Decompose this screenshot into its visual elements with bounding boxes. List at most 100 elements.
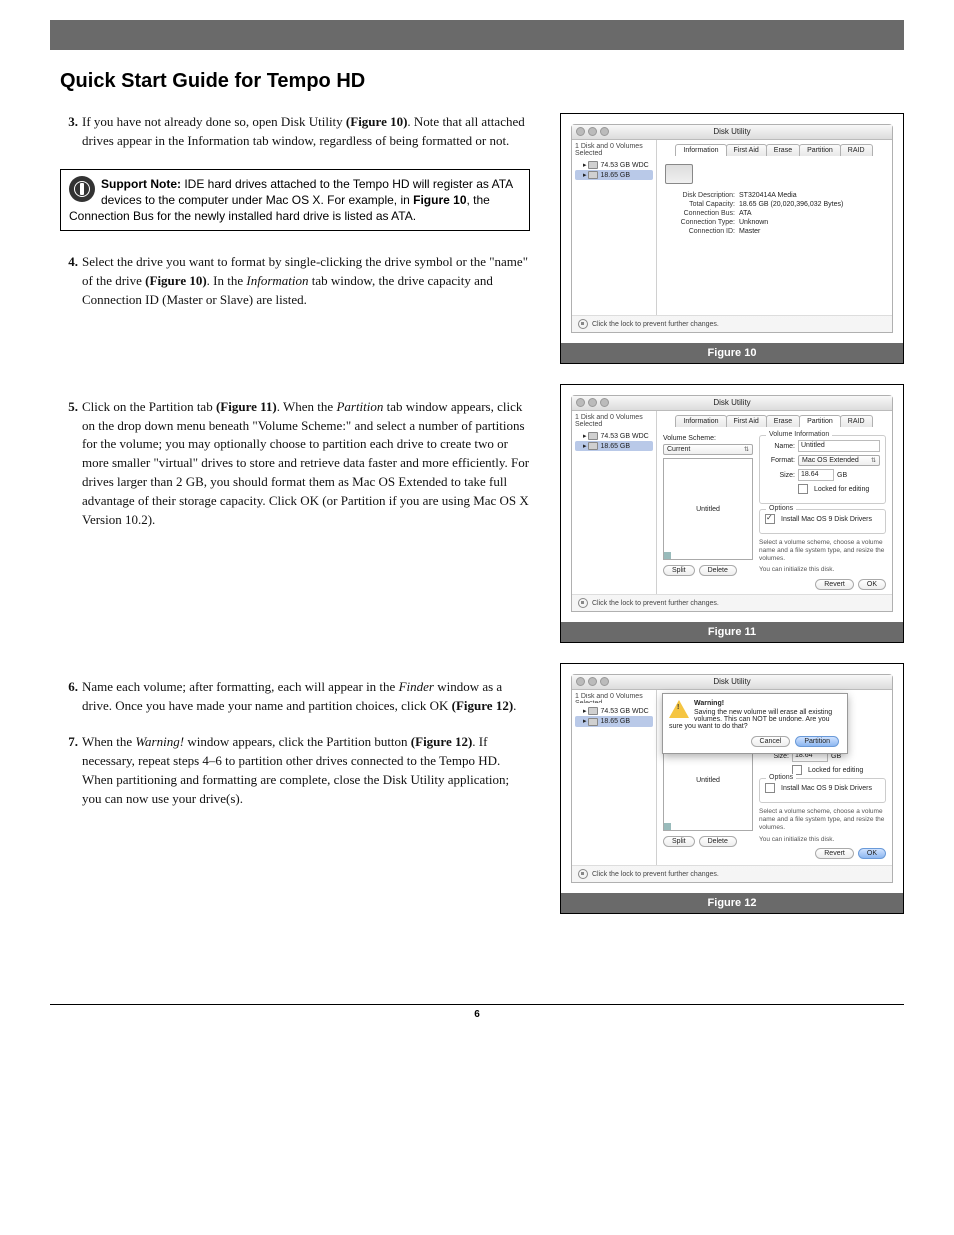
sidebar: 1 Disk and 0 Volumes Selected ▸ 74.53 GB… <box>572 690 657 865</box>
name-label: Name: <box>765 443 795 450</box>
sidebar-drive-2[interactable]: ▸ 18.65 GB <box>575 441 653 451</box>
locked-checkbox[interactable] <box>798 484 808 494</box>
step-5: 5. Click on the Partition tab (Figure 11… <box>60 398 530 530</box>
figure-ref: Figure 10 <box>413 193 466 207</box>
split-button[interactable]: Split <box>663 565 695 576</box>
scheme-select[interactable]: Current⇅ <box>663 444 753 455</box>
figure-12: Disk Utility 1 Disk and 0 Volumes Select… <box>560 663 904 914</box>
size-input[interactable]: 18.64 <box>798 469 834 481</box>
step-num: 3. <box>60 113 82 151</box>
resize-handle[interactable] <box>664 823 671 830</box>
drive-label: 74.53 GB WDC <box>600 708 648 715</box>
disk-icon <box>588 171 598 179</box>
options-fieldset: Options Install Mac OS 9 Disk Drivers <box>759 509 886 534</box>
emphasis: Information <box>246 273 308 288</box>
lock-text: Click the lock to prevent further change… <box>592 871 719 878</box>
format-select[interactable]: Mac OS Extended⇅ <box>798 455 880 466</box>
step-num: 7. <box>60 733 82 808</box>
sidebar: 1 Disk and 0 Volumes Selected ▸ 74.53 GB… <box>572 411 657 594</box>
text: tab window appears, click on the drop do… <box>82 399 529 527</box>
partition-map[interactable]: Untitled <box>663 458 753 560</box>
tab-information[interactable]: Information <box>675 144 726 156</box>
step-3: 3. If you have not already done so, open… <box>60 113 530 151</box>
ok-button[interactable]: OK <box>858 579 886 590</box>
figure-10: Disk Utility 1 Disk and 0 Volumes Select… <box>560 113 904 364</box>
label: Disk Description: <box>663 192 739 199</box>
cancel-button[interactable]: Cancel <box>751 736 791 747</box>
size-label: Size: <box>765 472 795 479</box>
figure-ref: (Figure 12) <box>411 734 473 749</box>
label: Connection ID: <box>663 228 739 235</box>
ok-button[interactable]: OK <box>858 848 886 859</box>
locked-label: Locked for editing <box>808 767 863 774</box>
text: Name each volume; after formatting, each… <box>82 679 399 694</box>
emphasis: Finder <box>399 679 434 694</box>
help-text: You can initialize this disk. <box>759 566 886 574</box>
split-button[interactable]: Split <box>663 836 695 847</box>
delete-button[interactable]: Delete <box>699 836 737 847</box>
figure-caption: Figure 10 <box>561 343 903 363</box>
partition-button[interactable]: Partition <box>795 736 839 747</box>
disk-utility-window: Disk Utility 1 Disk and 0 Volumes Select… <box>571 395 893 612</box>
volume-info-fieldset: Volume Information Name:Untitled Format:… <box>759 435 886 504</box>
tab-raid[interactable]: RAID <box>840 415 873 427</box>
name-input[interactable]: Untitled <box>798 440 880 452</box>
figure-caption: Figure 12 <box>561 893 903 913</box>
sidebar-drive-1[interactable]: ▸ 74.53 GB WDC <box>575 160 653 170</box>
sidebar-drive-1[interactable]: ▸ 74.53 GB WDC <box>575 706 653 716</box>
sidebar: 1 Disk and 0 Volumes Selected ▸ 74.53 GB… <box>572 140 657 315</box>
tab-erase[interactable]: Erase <box>766 415 800 427</box>
help-text: You can initialize this disk. <box>759 836 886 844</box>
delete-button[interactable]: Delete <box>699 565 737 576</box>
partition-name: Untitled <box>696 777 720 784</box>
revert-button[interactable]: Revert <box>815 579 854 590</box>
text: . When the <box>277 399 337 414</box>
install-drivers-checkbox[interactable] <box>765 514 775 524</box>
tab-raid[interactable]: RAID <box>840 144 873 156</box>
disk-icon <box>588 161 598 169</box>
drive-label: 18.65 GB <box>600 718 630 725</box>
revert-button[interactable]: Revert <box>815 848 854 859</box>
kv-type: Connection Type:Unknown <box>663 219 886 226</box>
tabs: Information First Aid Erase Partition RA… <box>663 144 886 156</box>
figure-ref: (Figure 12) <box>452 698 514 713</box>
label: Connection Bus: <box>663 210 739 217</box>
figure-ref: (Figure 11) <box>216 399 277 414</box>
tab-erase[interactable]: Erase <box>766 144 800 156</box>
tab-partition[interactable]: Partition <box>799 415 841 427</box>
lock-row[interactable]: Click the lock to prevent further change… <box>572 315 892 332</box>
label: Total Capacity: <box>663 201 739 208</box>
tabs: Information First Aid Erase Partition RA… <box>663 415 886 427</box>
traffic-lights[interactable] <box>576 398 609 407</box>
disk-icon <box>588 718 598 726</box>
lock-text: Click the lock to prevent further change… <box>592 321 719 328</box>
traffic-lights[interactable] <box>576 127 609 136</box>
help-text: Select a volume scheme, choose a volume … <box>759 808 886 831</box>
lock-row[interactable]: Click the lock to prevent further change… <box>572 865 892 882</box>
tab-information[interactable]: Information <box>675 415 726 427</box>
figure-11: Disk Utility 1 Disk and 0 Volumes Select… <box>560 384 904 643</box>
dialog-title: Warning! <box>669 700 839 707</box>
sidebar-drive-2[interactable]: ▸ 18.65 GB <box>575 716 653 726</box>
tab-partition[interactable]: Partition <box>799 144 841 156</box>
traffic-lights[interactable] <box>576 677 609 686</box>
legend: Options <box>766 774 796 781</box>
resize-handle[interactable] <box>664 552 671 559</box>
figure-ref: (Figure 10) <box>145 273 207 288</box>
page-title: Quick Start Guide for Tempo HD <box>60 70 904 93</box>
lock-row[interactable]: Click the lock to prevent further change… <box>572 594 892 611</box>
sidebar-drive-1[interactable]: ▸ 74.53 GB WDC <box>575 431 653 441</box>
tab-first-aid[interactable]: First Aid <box>726 144 767 156</box>
legend: Volume Information <box>766 431 832 438</box>
install-drivers-checkbox[interactable] <box>765 783 775 793</box>
window-titlebar: Disk Utility <box>572 125 892 140</box>
select-value: Mac OS Extended <box>802 457 859 464</box>
header-bar <box>50 20 904 50</box>
sidebar-header: 1 Disk and 0 Volumes Selected <box>575 143 653 157</box>
size-unit: GB <box>837 472 847 479</box>
options-fieldset: Options Install Mac OS 9 Disk Drivers <box>759 778 886 803</box>
tab-first-aid[interactable]: First Aid <box>726 415 767 427</box>
label: Connection Type: <box>663 219 739 226</box>
figure-caption: Figure 11 <box>561 622 903 642</box>
sidebar-drive-2[interactable]: ▸ 18.65 GB <box>575 170 653 180</box>
